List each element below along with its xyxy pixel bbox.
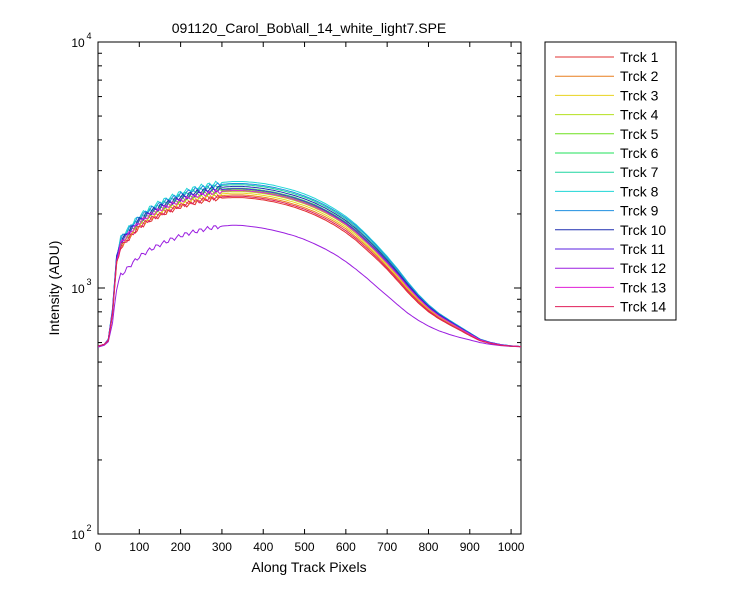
series-line xyxy=(98,189,521,348)
x-tick-label: 200 xyxy=(171,540,191,554)
legend-label: Trck 8 xyxy=(620,183,659,199)
x-tick-label: 1000 xyxy=(498,540,525,554)
y-tick-exponent: 3 xyxy=(86,277,91,287)
axis-ticks xyxy=(97,41,521,535)
y-axis-label: Intensity (ADU) xyxy=(46,241,62,336)
chart-title: 091120_Carol_Bob\all_14_white_light7.SPE xyxy=(172,20,447,36)
legend-box xyxy=(544,41,677,321)
series-line xyxy=(98,191,521,348)
y-tick-label: 10 xyxy=(71,36,85,50)
x-tick-label: 500 xyxy=(295,540,315,554)
legend-label: Trck 7 xyxy=(620,164,659,180)
y-tick-label: 10 xyxy=(71,282,85,296)
legend-label: Trck 2 xyxy=(620,68,659,84)
x-tick-label: 100 xyxy=(129,540,149,554)
legend-label: Trck 4 xyxy=(620,107,659,123)
x-tick-label: 400 xyxy=(253,540,273,554)
x-tick-label: 0 xyxy=(95,540,102,554)
x-tick-label: 600 xyxy=(336,540,356,554)
series-line xyxy=(98,187,521,348)
legend-label: Trck 12 xyxy=(620,260,666,276)
plot-area xyxy=(97,41,522,535)
x-tick-label: 900 xyxy=(460,540,480,554)
x-tick-label: 300 xyxy=(212,540,232,554)
y-tick-label: 10 xyxy=(71,528,85,542)
x-axis-label: Along Track Pixels xyxy=(251,559,366,575)
y-tick-exponent: 4 xyxy=(86,31,91,41)
legend: Trck 1 Trck 2 Trck 3 Trck 4 Trck 5 Trck 6 Trck… xyxy=(544,41,677,321)
legend-label: Trck 1 xyxy=(620,49,659,65)
x-tick-labels: 0 100 200 300 400 500 600 700 800 900 1000 xyxy=(95,540,525,554)
legend-label: Trck 14 xyxy=(620,299,666,315)
series-line xyxy=(98,182,521,348)
legend-label: Trck 3 xyxy=(620,87,659,103)
legend-label: Trck 9 xyxy=(620,203,659,219)
legend-label: Trck 13 xyxy=(620,279,666,295)
x-tick-label: 800 xyxy=(418,540,438,554)
legend-label: Trck 5 xyxy=(620,126,659,142)
series-line xyxy=(98,224,521,348)
x-tick-label: 700 xyxy=(377,540,397,554)
series-line xyxy=(98,194,521,348)
y-tick-exponent: 2 xyxy=(86,523,91,533)
series-lines xyxy=(98,180,521,348)
legend-label: Trck 11 xyxy=(620,241,665,257)
legend-label: Trck 6 xyxy=(620,145,659,161)
legend-label: Trck 10 xyxy=(620,222,666,238)
